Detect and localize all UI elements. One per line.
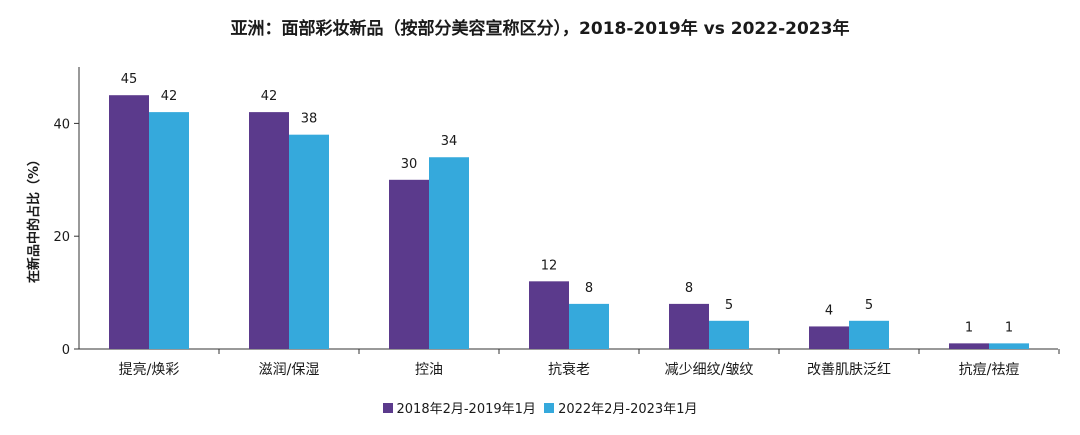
bar-series-1 (949, 343, 989, 349)
chart-title: 亚洲：面部彩妆新品（按部分美容宣称区分），2018-2019年 vs 2022-… (230, 19, 850, 39)
x-tick-label: 减少细纹/皱纹 (665, 362, 754, 378)
bar-data-label: 5 (725, 298, 733, 313)
bar-series-1 (109, 95, 149, 349)
bar-data-label: 45 (121, 72, 138, 87)
x-tick-label: 抗痘/祛痘 (959, 362, 1020, 378)
bar-data-label: 4 (825, 303, 833, 318)
bar-series-2 (289, 134, 329, 349)
bar-data-label: 34 (441, 134, 458, 149)
bar-data-label: 8 (685, 281, 693, 296)
x-tick-label: 改善肌肤泛红 (807, 362, 891, 378)
chart-legend: 2018年2月-2019年1月 2022年2月-2023年1月 (0, 398, 1080, 417)
bar-data-label: 38 (301, 112, 318, 127)
legend-label-series-1: 2018年2月-2019年1月 (396, 402, 536, 417)
y-tick-label: 20 (53, 230, 70, 245)
bar-series-2 (989, 343, 1029, 349)
x-tick-label: 控油 (415, 362, 443, 378)
y-tick-label: 0 (62, 343, 70, 358)
bar-series-1 (809, 326, 849, 349)
bar-series-1 (669, 303, 709, 349)
bar-data-label: 12 (541, 258, 558, 273)
bar-series-1 (529, 281, 569, 349)
bar-series-2 (429, 157, 469, 349)
x-tick-label: 抗衰老 (548, 361, 590, 378)
bar-data-label: 42 (261, 89, 278, 104)
bar-data-label: 8 (585, 281, 593, 296)
bar-series-2 (709, 320, 749, 349)
bar-chart-plot: 在新品中的占比（%） 0 20 40 提亮/焕彩 滋润/保湿 控油 抗衰老 减少细纹/皱纹 改善… (26, 67, 1060, 378)
y-axis-label: 在新品中的占比（%） (26, 153, 42, 283)
bar-data-label: 42 (161, 89, 178, 104)
bar-series-1 (249, 112, 289, 350)
legend-label-series-2: 2022年2月-2023年1月 (558, 402, 698, 417)
bar-data-label: 1 (1005, 320, 1013, 335)
legend-swatch-series-1 (382, 402, 393, 413)
x-tick-label: 提亮/焕彩 (119, 361, 180, 378)
bar-series-2 (149, 112, 189, 350)
bar-series-2 (849, 320, 889, 349)
bar-data-label: 5 (865, 298, 873, 313)
legend-item-series-2: 2022年2月-2023年1月 (544, 398, 697, 417)
legend-swatch-series-2 (544, 402, 555, 413)
x-tick-label: 滋润/保湿 (259, 362, 320, 378)
bar-data-label: 1 (965, 320, 973, 335)
bar-series-1 (389, 179, 429, 349)
bar-series-2 (569, 303, 609, 349)
legend-item-series-1: 2018年2月-2019年1月 (382, 398, 536, 417)
y-tick-label: 40 (53, 117, 70, 132)
bar-data-label: 30 (401, 157, 418, 172)
